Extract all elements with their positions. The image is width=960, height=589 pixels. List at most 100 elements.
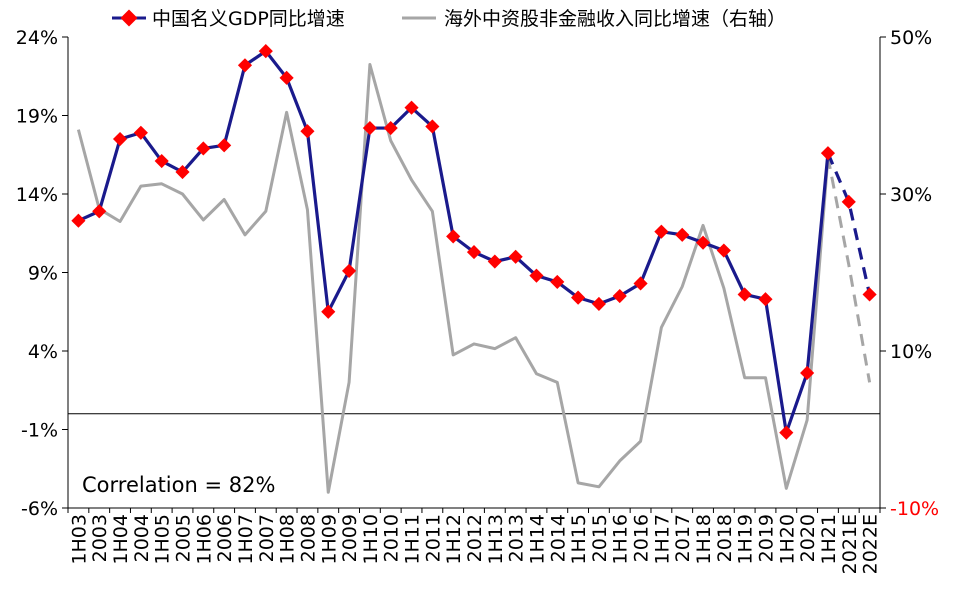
series-gdp-point [466,245,482,260]
right-tick-label: 10% [890,341,932,363]
left-axis-ticks: 24% 19% 14% 9% 4% -1% -6% [16,27,68,520]
right-axis-ticks: 50% 30% 10% -10% [880,27,939,520]
series-gdp-point [92,204,107,219]
series-gdp-point [612,288,627,304]
legend-item-gdp: 中国名义GDP同比增速 [112,8,345,30]
x-tick-label: 1H10 [360,514,382,565]
series-gdp-point [820,146,836,161]
x-tick-label: 2019 [755,514,777,562]
series-gdp-point [571,290,586,305]
series-gdp-point [279,70,294,85]
series-gdp-point [737,287,752,302]
series-gdp-point [487,254,502,269]
x-tick-label: 1H11 [402,514,424,565]
series-gdp-point [446,229,461,244]
x-tick-label: 2008 [297,514,319,562]
series-gdp-point [300,124,315,139]
series-gdp-point [841,194,856,209]
left-tick-label: -1% [21,420,58,442]
series-gdp-point [133,125,148,140]
correlation-annotation: Correlation = 82% [82,473,275,497]
series-gdp-point [321,304,336,319]
left-tick-label: 4% [28,341,58,363]
series-line-estimated [826,156,872,383]
series-gdp-point [862,287,877,302]
x-tick-label: 1H08 [277,514,299,565]
right-tick-label: 50% [890,27,932,49]
legend: 中国名义GDP同比增速 海外中资股非金融收入同比增速（右轴） [112,8,786,30]
series-gdp-point [383,120,398,136]
series-gdp-point [591,296,606,311]
x-tick-label: 2005 [173,514,195,562]
series-line-actual [76,62,830,494]
x-tick-label: 1H21 [818,514,840,565]
series-gdp-point [404,100,419,115]
x-tick-label: 2007 [256,514,278,562]
x-tick-label: 2011 [422,514,444,562]
x-tick-label: 2016 [631,514,653,562]
right-tick-label: 30% [890,184,932,206]
left-tick-label: 14% [16,184,58,206]
series-gdp-point [633,276,648,291]
x-axis-ticks: 1H0320031H0420041H0520051H0620061H072007… [67,508,882,574]
x-tick-label: 2010 [381,514,403,562]
x-tick-label: 2013 [506,514,528,562]
legend-item-overseas: 海外中资股非金融收入同比增速（右轴） [402,8,786,30]
left-tick-label: 19% [16,106,58,128]
series-gdp-point [258,44,273,59]
series-gdp-point [654,224,669,239]
series-gdp-point [362,120,377,136]
x-tick-label: 1H17 [651,514,673,565]
x-tick-label: 1H05 [152,514,174,565]
left-tick-label: -6% [21,498,58,520]
x-tick-label: 1H06 [193,514,215,565]
x-tick-label: 1H16 [610,514,632,565]
x-tick-label: 2018 [714,514,736,562]
series-gdp-point [550,274,565,289]
x-tick-label: 1H03 [68,514,90,565]
series-gdp-point [196,141,211,156]
x-tick-label: 2003 [89,514,111,562]
legend-marker-gdp [120,9,138,27]
x-tick-label: 2014 [547,514,569,562]
series-gdp-point [342,263,357,279]
series-gdp [71,44,877,440]
left-tick-label: 9% [28,263,58,285]
series-line-estimated [826,152,872,295]
axes [67,37,881,509]
series-gdp-point [758,292,773,307]
x-tick-label: 1H12 [443,514,465,565]
series-gdp-point [154,153,169,169]
x-tick-label: 1H07 [235,514,257,565]
series-gdp-point [71,213,86,228]
x-tick-label: 2017 [672,514,694,562]
series-gdp-point [425,119,440,134]
x-tick-label: 1H20 [776,514,798,565]
series-gdp-point [716,243,731,258]
series-overseas [76,62,872,494]
x-tick-label: 1H13 [485,514,507,565]
x-tick-label: 2015 [589,514,611,562]
left-tick-label: 24% [16,27,58,49]
x-tick-label: 1H18 [693,514,715,565]
x-tick-label: 2020 [797,514,819,562]
legend-label-gdp: 中国名义GDP同比增速 [152,8,345,30]
series-gdp-point [779,425,794,440]
series-gdp-point [800,365,815,381]
x-tick-label: 2004 [131,514,153,562]
x-tick-label: 2012 [464,514,486,562]
series-gdp-point [529,268,544,283]
series-gdp-point [695,235,711,250]
x-tick-label: 1H04 [110,514,132,565]
x-tick-label: 1H09 [318,514,340,565]
right-tick-label: -10% [890,498,939,520]
series-gdp-point [217,138,232,153]
series-gdp-point [675,227,690,242]
series-gdp-point [175,164,190,180]
series-gdp-point [112,131,128,147]
x-tick-label: 2022E [860,514,882,574]
x-tick-label: 1H15 [568,514,590,565]
x-tick-label: 2006 [214,514,236,562]
